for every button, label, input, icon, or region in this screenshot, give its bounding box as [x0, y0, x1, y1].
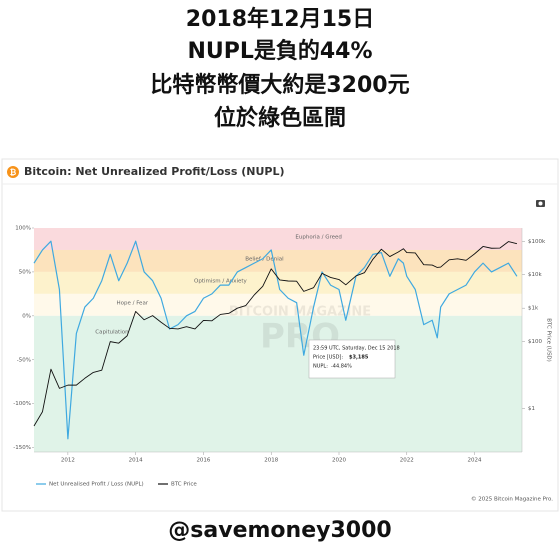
tooltip-box: [308, 339, 396, 379]
copyright: © 2025 Bitcoin Magazine Pro.: [471, 496, 553, 503]
x-tick-label: 2018: [264, 458, 278, 464]
x-tick-label: 2024: [468, 458, 482, 464]
y-tick-label: -50%: [17, 357, 31, 363]
y2-tick-label: $100: [528, 339, 542, 345]
chart-title: Bitcoin: Net Unrealized Profit/Loss (NUP…: [24, 165, 284, 178]
y-tick-label: 50%: [19, 269, 31, 275]
y2-tick-label: $1: [528, 406, 535, 412]
zone-band: [34, 249, 522, 272]
x-tick-label: 2022: [400, 458, 414, 464]
legend-label: BTC Price: [171, 482, 197, 488]
tooltip-nupl: -44.84%: [331, 364, 352, 370]
x-tick-label: 2016: [196, 458, 210, 464]
header-line: NUPL是負的44%: [187, 38, 372, 64]
y-tick-label: 0%: [22, 313, 31, 319]
tooltip-nupl-label: NUPL:: [313, 364, 328, 370]
x-tick-label: 2014: [129, 458, 143, 464]
zone-band: [34, 293, 522, 316]
y-tick-label: -150%: [13, 445, 31, 451]
y2-tick-label: $1k: [528, 306, 539, 312]
tooltip-price: $3,185: [349, 355, 369, 361]
series-line: [33, 240, 518, 440]
y-tick-label: -100%: [13, 401, 31, 407]
header-line: 位於綠色區間: [214, 105, 346, 131]
bitcoin-icon-glyph: ₿: [10, 168, 17, 177]
legend-label: Net Unrealised Profit / Loss (NUPL): [49, 482, 144, 488]
y2-tick-label: $10k: [528, 272, 542, 278]
footer-handle: @savemoney3000: [168, 518, 391, 543]
tooltip-time: 23:59 UTC, Saturday, Dec 15 2018: [313, 346, 400, 352]
watermark: BITCOIN MAGAZINE: [229, 305, 371, 320]
zone-label: Capitulation: [95, 329, 129, 335]
zone-label: Hope / Fear: [116, 300, 148, 306]
camera-lens: [538, 201, 543, 206]
x-tick-label: 2012: [61, 458, 75, 464]
y-tick-label: 100%: [15, 226, 31, 232]
bitcoin-icon: [7, 166, 19, 178]
zone-label: Euphoria / Greed: [295, 234, 341, 240]
header-line: 2018年12月15日: [186, 6, 374, 32]
zone-label: Optimism / Anxiety: [194, 278, 248, 284]
x-tick-label: 2020: [332, 458, 346, 464]
header-line: 比特幣幣價大約是3200元: [150, 72, 409, 98]
tooltip-price-label: Price [USD]:: [313, 355, 343, 361]
y2-axis-title: BTC Price (USD): [546, 318, 552, 362]
y2-tick-label: $100k: [528, 239, 546, 245]
zone-band: [34, 228, 522, 250]
zone-label: Belief / Denial: [245, 256, 284, 262]
zone-band: [34, 315, 522, 452]
series-line: [33, 241, 518, 427]
